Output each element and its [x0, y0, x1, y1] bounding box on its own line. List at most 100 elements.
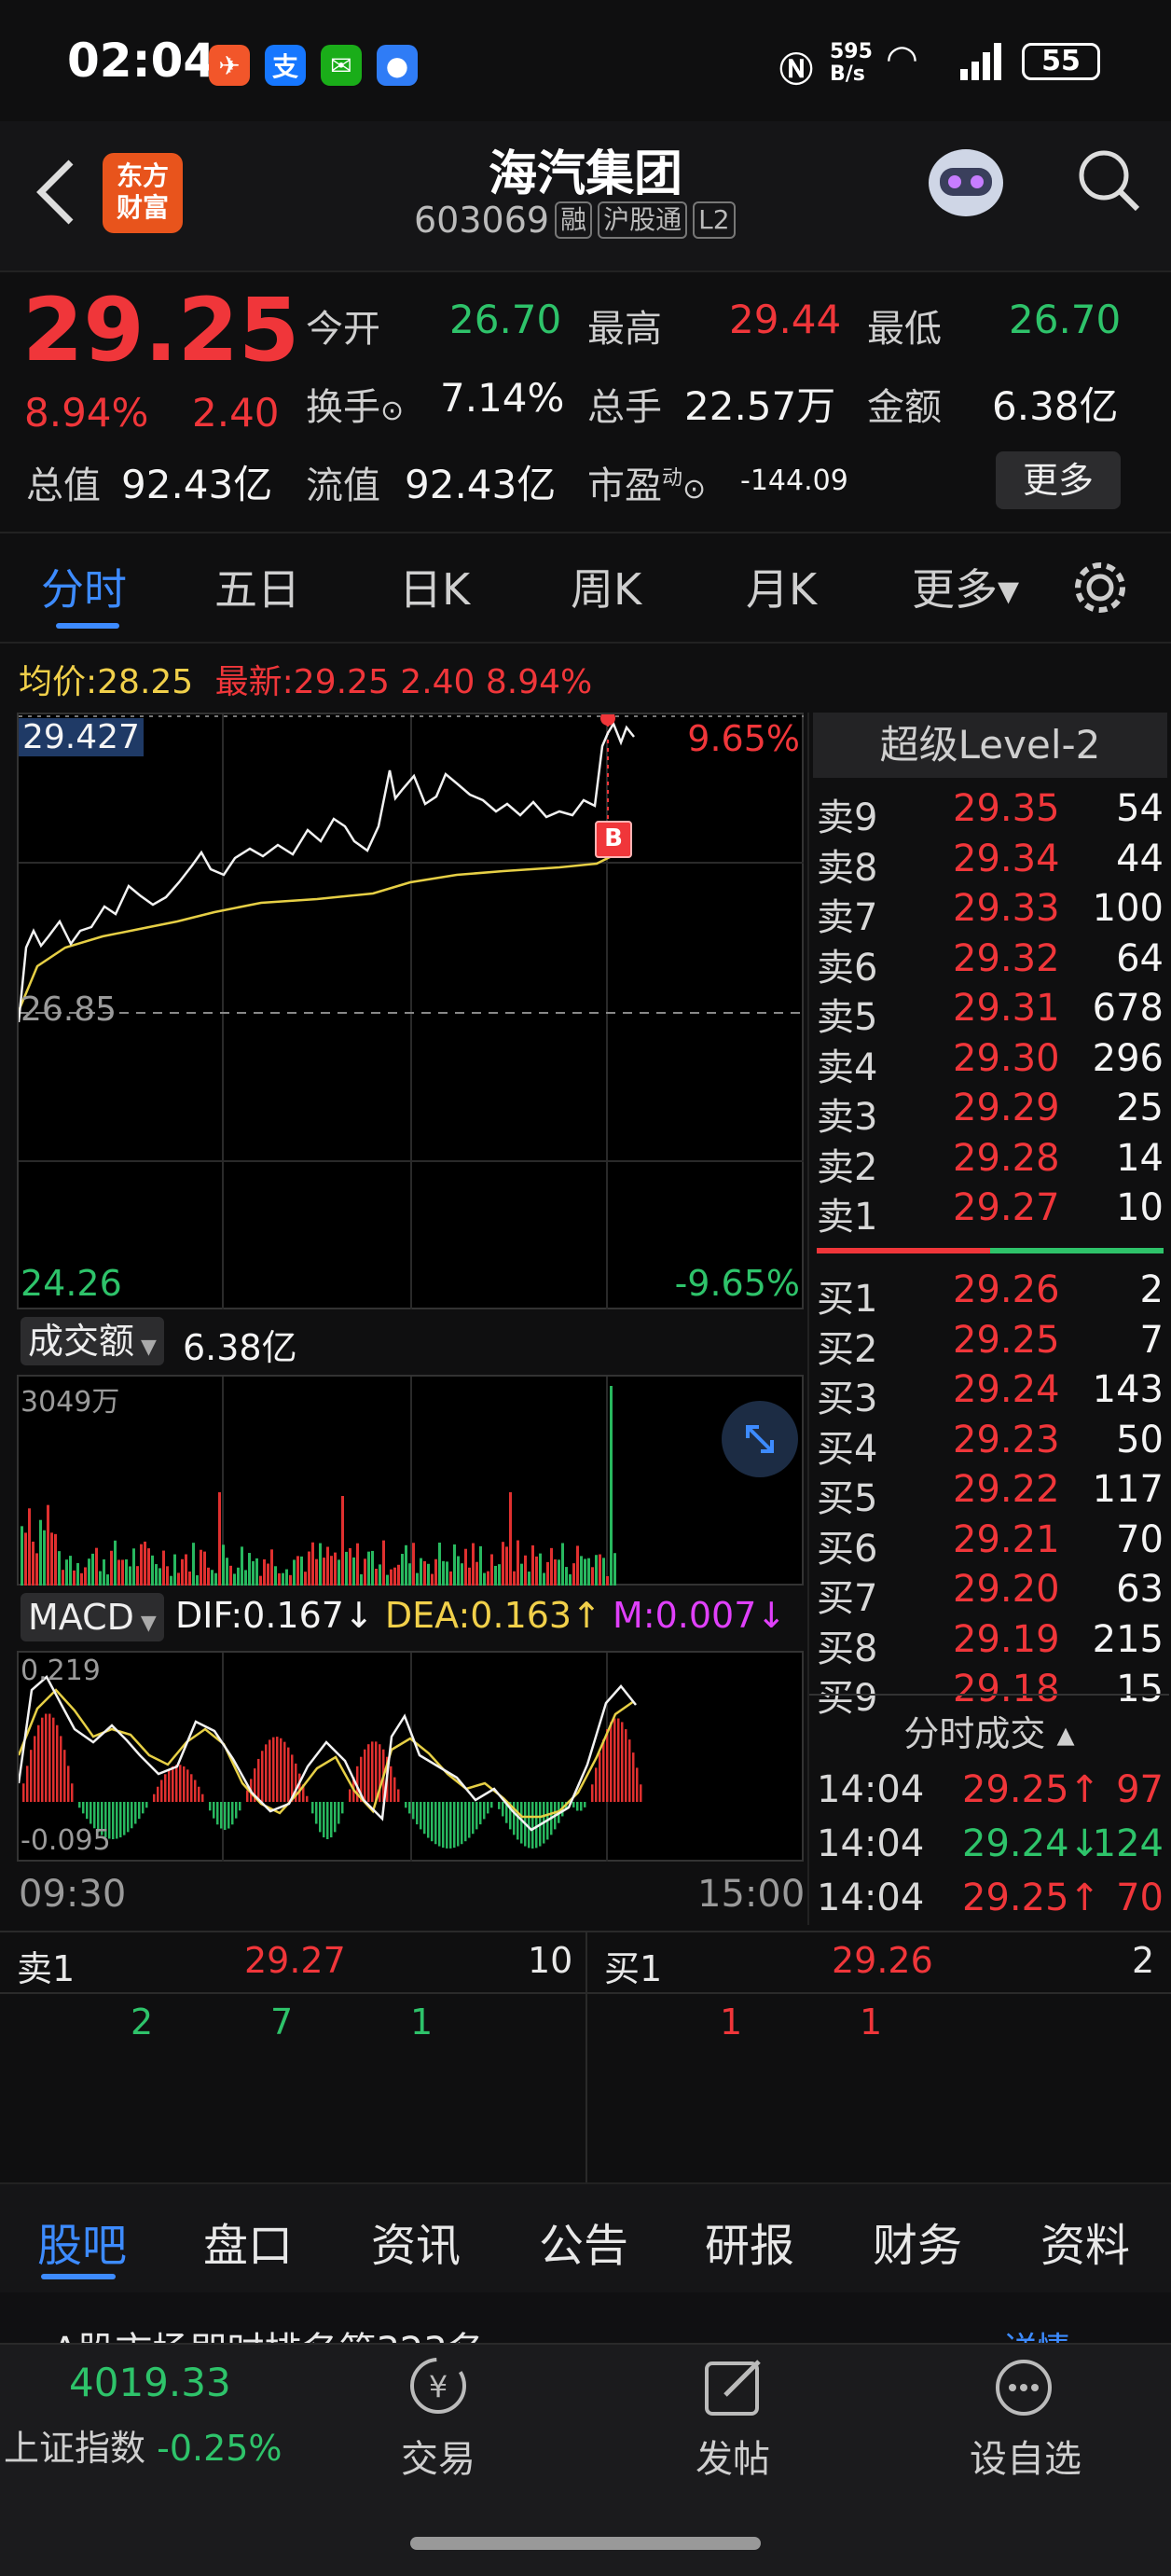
- macd-bar: [509, 1802, 512, 1830]
- volume-bar: [270, 1549, 273, 1586]
- volume-bar: [364, 1558, 366, 1586]
- macd-bar: [86, 1802, 89, 1820]
- price-line: [19, 721, 635, 1023]
- bids-row[interactable]: 买9 29.18 15: [809, 1668, 1164, 1720]
- macd-chart[interactable]: 0.219 -0.095: [17, 1651, 804, 1862]
- more-dots-icon[interactable]: [992, 2356, 1055, 2419]
- turnover-label: 换手⊙: [306, 386, 405, 429]
- bids-row[interactable]: 买2 29.25 7: [809, 1319, 1164, 1371]
- trade-label[interactable]: 交易: [401, 2438, 475, 2481]
- ticks-title[interactable]: 分时成交 ▴: [903, 1713, 1075, 1754]
- buy-marker-b[interactable]: B: [595, 821, 632, 858]
- macd-bar: [45, 1713, 48, 1802]
- macd-bar: [67, 1766, 70, 1802]
- back-button[interactable]: [32, 157, 82, 228]
- tab-finance[interactable]: 财务: [873, 2220, 963, 2272]
- asks-row[interactable]: 卖7 29.33 100: [809, 887, 1164, 939]
- time-axis-end: 15:00: [697, 1873, 806, 1916]
- robot-assistant-icon[interactable]: [919, 136, 1013, 229]
- asks-row[interactable]: 卖2 29.28 14: [809, 1137, 1164, 1189]
- volume-bar: [244, 1570, 247, 1586]
- tab-announcements[interactable]: 公告: [539, 2220, 629, 2272]
- asks-row[interactable]: 卖1 29.27 10: [809, 1186, 1164, 1239]
- volume-indicator-selector[interactable]: 成交额 ▼: [21, 1317, 164, 1365]
- bids-row[interactable]: 买8 29.19 215: [809, 1617, 1164, 1670]
- volume-bar: [248, 1553, 251, 1586]
- asks-row[interactable]: 卖6 29.32 64: [809, 937, 1164, 990]
- queue-sell-price: 29.27: [244, 1940, 346, 1981]
- asks-row[interactable]: 卖9 29.35 54: [809, 787, 1164, 839]
- tab-more[interactable]: 更多▾: [912, 564, 1020, 615]
- chart-settings-button[interactable]: [1070, 558, 1130, 617]
- volume-bar: [117, 1559, 120, 1586]
- macd-bar: [227, 1802, 230, 1829]
- more-quote-button[interactable]: 更多: [996, 451, 1121, 509]
- macd-values: DIF:0.167↓ DEA:0.163↑ M:0.007↓: [175, 1595, 787, 1636]
- macd-bar: [632, 1752, 635, 1802]
- tab-five-day[interactable]: 五日: [214, 564, 300, 615]
- intraday-price-chart[interactable]: B 29.427 26.85 24.26 9.65% -9.65%: [17, 713, 804, 1309]
- bids-price: 29.19: [953, 1617, 1060, 1661]
- asks-price: 29.33: [953, 887, 1060, 930]
- level2-title[interactable]: 超级Level-2: [813, 713, 1167, 778]
- tab-pankou[interactable]: 盘口: [203, 2220, 294, 2272]
- post-label[interactable]: 发帖: [696, 2438, 770, 2481]
- dropdown-caret-icon: ▼: [134, 1336, 157, 1359]
- tab-monthly-k[interactable]: 月K: [746, 564, 818, 615]
- volume-bar: [565, 1567, 568, 1586]
- stock-code-line: 603069 融 沪股通 L2: [414, 200, 736, 241]
- asks-row[interactable]: 卖5 29.31 678: [809, 987, 1164, 1039]
- tab-research[interactable]: 研报: [705, 2220, 795, 2272]
- bids-row[interactable]: 买1 29.26 2: [809, 1268, 1164, 1321]
- message-icon: ●: [377, 45, 418, 86]
- macd-selector[interactable]: MACD ▼: [21, 1593, 164, 1641]
- add-watchlist-label[interactable]: 设自选: [970, 2438, 1081, 2481]
- volume-bar: [587, 1558, 590, 1586]
- bids-row[interactable]: 买5 29.22 117: [809, 1468, 1164, 1520]
- post-icon[interactable]: [701, 2356, 768, 2417]
- bids-level-label: 买3: [817, 1378, 878, 1420]
- macd-bar: [498, 1802, 501, 1809]
- volume-bar: [356, 1543, 359, 1586]
- tab-news[interactable]: 资讯: [371, 2220, 462, 2272]
- tab-weekly-k[interactable]: 周K: [571, 564, 642, 615]
- volume-bar: [390, 1569, 393, 1586]
- volume-bar: [185, 1554, 187, 1586]
- volume-bar: [420, 1558, 422, 1586]
- macd-bar: [397, 1789, 400, 1802]
- volume-bar: [32, 1541, 34, 1586]
- index-name[interactable]: 上证指数 -0.25%: [4, 2428, 282, 2469]
- volume-bar: [550, 1547, 553, 1586]
- bids-row[interactable]: 买7 29.20 63: [809, 1568, 1164, 1620]
- volume-bar: [103, 1558, 105, 1586]
- intraday-info-line: 均价:28.25 最新:29.25 2.40 8.94%: [19, 663, 593, 701]
- macd-bar: [390, 1766, 393, 1802]
- index-value[interactable]: 4019.33: [69, 2360, 231, 2405]
- volume-bar: [304, 1572, 307, 1586]
- signal-icon: [958, 43, 1007, 80]
- asks-row[interactable]: 卖8 29.34 44: [809, 838, 1164, 890]
- bids-row[interactable]: 买6 29.21 70: [809, 1518, 1164, 1571]
- bids-row[interactable]: 买3 29.24 143: [809, 1368, 1164, 1420]
- news-peek[interactable]: A股市场即时排名第323名 详情 »: [0, 2292, 1171, 2348]
- tab-daily-k[interactable]: 日K: [399, 564, 471, 615]
- volume-bar: [613, 1553, 616, 1586]
- volume-chart[interactable]: 3049万: [17, 1375, 804, 1586]
- expand-chart-button[interactable]: [722, 1401, 798, 1477]
- macd-bar: [584, 1802, 586, 1807]
- asks-quantity: 678: [1092, 987, 1164, 1030]
- queue-buy-qty: 2: [1132, 1940, 1155, 1981]
- tab-intraday[interactable]: 分时: [41, 564, 127, 615]
- volume-bar: [121, 1559, 124, 1586]
- trade-icon[interactable]: ¥: [399, 2356, 477, 2416]
- tab-profile[interactable]: 资料: [1040, 2220, 1131, 2272]
- asks-row[interactable]: 卖4 29.30 296: [809, 1037, 1164, 1089]
- search-button[interactable]: [1072, 144, 1147, 218]
- macd-bar: [246, 1790, 249, 1802]
- asks-row[interactable]: 卖3 29.29 25: [809, 1087, 1164, 1139]
- tab-guba[interactable]: 股吧: [37, 2220, 128, 2272]
- volume-bar: [263, 1558, 266, 1586]
- low-label: 最低: [867, 308, 942, 351]
- bids-row[interactable]: 买4 29.23 50: [809, 1419, 1164, 1471]
- volume-bar: [412, 1543, 415, 1586]
